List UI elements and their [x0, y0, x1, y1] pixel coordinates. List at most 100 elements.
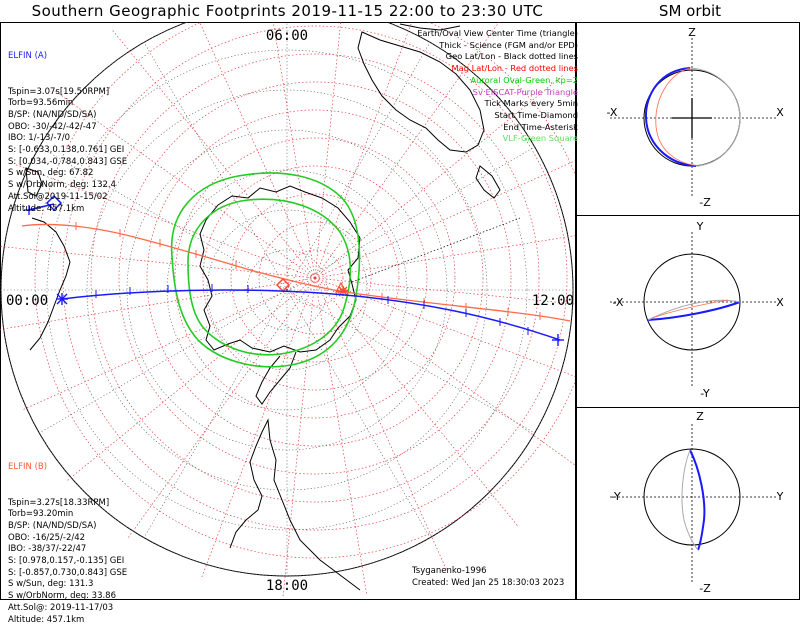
elfin-b-footprint [21, 222, 571, 322]
legend-item-9: VLF-Green Square [502, 133, 578, 144]
legend: Earth/Oval View Center Time (triangle) Th… [417, 28, 578, 145]
mag-lon-line [67, 277, 316, 481]
elfin-a-info-line-0: Tspin=3.07s[19.50RPM] [8, 86, 110, 97]
elfin-b-info-line-6: S: [-0.857,0.730,0.843] GSE [8, 567, 128, 578]
mlt-label-bottom: 18:00 [266, 578, 308, 594]
sm-xy-bottom-label: -Y [700, 387, 710, 400]
elfin-a-info-line-3: OBO: -30/-42/-42/-47 [8, 121, 97, 132]
elfin-a-asterisk-left [56, 293, 68, 305]
geo-lon-line [143, 42, 288, 291]
mag-lat-circle [118, 81, 512, 475]
legend-item-6: Tick Marks every 5min [484, 98, 578, 109]
elfin-b-info-line-2: B/SP: (NA/ND/SD/SA) [8, 520, 97, 531]
created-timestamp: Created: Wed Jan 25 18:30:03 2023 [412, 578, 565, 588]
mlt-label-top: 06:00 [266, 28, 308, 44]
mag-lon-line [314, 277, 575, 466]
sm-xz-bottom-label: -Z [699, 196, 711, 209]
legend-item-1: Thick - Science (FGM and/or EPD) [439, 39, 578, 50]
mag-lon-line [314, 22, 342, 279]
elfin-b-info-line-7: S w/Sun, deg: 131.3 [8, 579, 94, 590]
sm-xy-left-label: -X [613, 296, 624, 309]
sm-xy-top-label: Y [696, 220, 704, 233]
elfin-a-tick-marks [95, 284, 529, 335]
mag-lon-line [201, 277, 316, 578]
geo-lon-line [286, 289, 431, 538]
elfin-a-orbit-xz [644, 67, 697, 167]
sm-orbit-title: SM orbit [658, 2, 722, 20]
elfin-b-info-line-8: S w/OrbNorm, deg: 33.86 [8, 591, 117, 602]
mag-lon-line [314, 277, 367, 594]
sm-yz-top-label: Z [696, 410, 704, 423]
sm-xz-left-label: -X [607, 106, 618, 119]
elfin-a-lines: Tspin=3.07s[19.50RPM] Torb=93.56min B/SP: … [8, 87, 127, 216]
mag-lat-circle [258, 221, 372, 335]
antarctica-coast [199, 185, 361, 353]
mag-lon-line [282, 277, 316, 597]
elfin-a-orbit-xy [647, 301, 741, 321]
elfin-b-info-line-9: Att.Sol@: 2019-11-17/03 [8, 602, 114, 613]
mag-lon-line [127, 277, 316, 538]
polar-map [0, 22, 575, 597]
elfin-a-asterisk-upper [24, 205, 34, 215]
mag-lat-circle [62, 25, 568, 531]
sm-xy-right-label: X [776, 296, 784, 309]
legend-item-5: Sv EISCAT-Purple Triangle [472, 86, 578, 97]
mag-lon-line [0, 277, 316, 330]
elfin-a-info-line-9: Att.Sol@2019-11-15/02 [8, 191, 108, 202]
legend-item-8: End Time-Asterisk [503, 121, 578, 132]
elfin-b-lines: Tspin=3.27s[18.33RPM] Torb=93.20min B/SP: … [8, 498, 127, 627]
auroral-oval-inner [187, 198, 352, 356]
geo-lon-line [286, 42, 431, 291]
plot-title: Southern Geographic Footprints 2019-11-1… [31, 2, 544, 20]
sm-panel-xy-frame [576, 215, 800, 408]
mag-lat-circle [174, 137, 456, 419]
geo-lat-circle [86, 89, 488, 491]
geo-lon-line [143, 289, 288, 538]
elfin-a-orbit-yz [689, 449, 706, 551]
sm-xz-right-label: X [776, 106, 784, 119]
mag-lon-line [199, 22, 316, 279]
geo-lon-line [286, 146, 535, 291]
elfin-b-info: ELFIN (B) Tspin=3.27s[18.33RPM] Torb=93.2… [8, 439, 127, 638]
mag-lon-line [314, 75, 563, 279]
elfin-a-footprint [24, 194, 564, 346]
elfin-a-info-line-8: S w/OrbNorm, deg: 132.4 [8, 180, 117, 191]
geo-lat-circle [246, 249, 328, 331]
elfin-b-info-line-10: Altitude: 457.1km [8, 614, 85, 625]
geo-lon-line [39, 289, 288, 434]
elfin-b-name: ELFIN (B) [8, 462, 48, 473]
elfin-a-info-line-10: Altitude: 457.1km [8, 203, 85, 214]
mlt-label-right: 12:00 [532, 293, 574, 309]
mag-lon-line [314, 235, 575, 279]
mag-lon-line [15, 164, 316, 279]
elfin-b-info-line-4: IBO: -38/37/-22/47 [8, 544, 87, 555]
madagascar [25, 167, 43, 197]
elfin-a-start-diamond [45, 194, 63, 212]
legend-item-0: Earth/Oval View Center Time (triangle) [417, 28, 578, 38]
elfin-b-info-line-5: S: [0.978,0.157,-0.135] GEI [8, 556, 125, 567]
mag-lat-circle [90, 53, 540, 503]
geo-lon-line [286, 289, 535, 434]
australia-coast [357, 31, 485, 153]
mag-lon-line [314, 277, 575, 377]
geo-lon-line [39, 146, 288, 291]
elfin-b-info-line-0: Tspin=3.27s[18.33RPM] [8, 497, 110, 508]
mag-lon-line [314, 277, 518, 526]
mag-latlon-grid [0, 22, 575, 597]
geo-lat-circle [206, 209, 368, 371]
elfin-a-info-line-2: B/SP: (NA/ND/SD/SA) [8, 109, 97, 120]
elfin-a-info-line-7: S w/Sun, deg: 67.82 [8, 168, 94, 179]
africa-coast [29, 217, 71, 351]
new-zealand [475, 165, 501, 199]
south-america-coast [229, 418, 361, 591]
sm-xz-top-label: Z [688, 26, 696, 39]
elfin-b-info-line-3: OBO: -16/25/-2/42 [8, 532, 86, 543]
sm-panel-xy: Y -Y -X X [610, 220, 784, 400]
sm-panel-xz-frame [576, 22, 800, 216]
elfin-a-info-line-6: S: [0.034,-0.784,0.843] GSE [8, 156, 128, 167]
mag-lat-circle [202, 165, 428, 391]
legend-item-4: Auroral Oval-Green, kp=2 [470, 74, 578, 85]
mlt-label-left: 00:00 [6, 293, 48, 309]
elfin-a-track [61, 289, 561, 341]
mag-lon-line [314, 22, 413, 279]
